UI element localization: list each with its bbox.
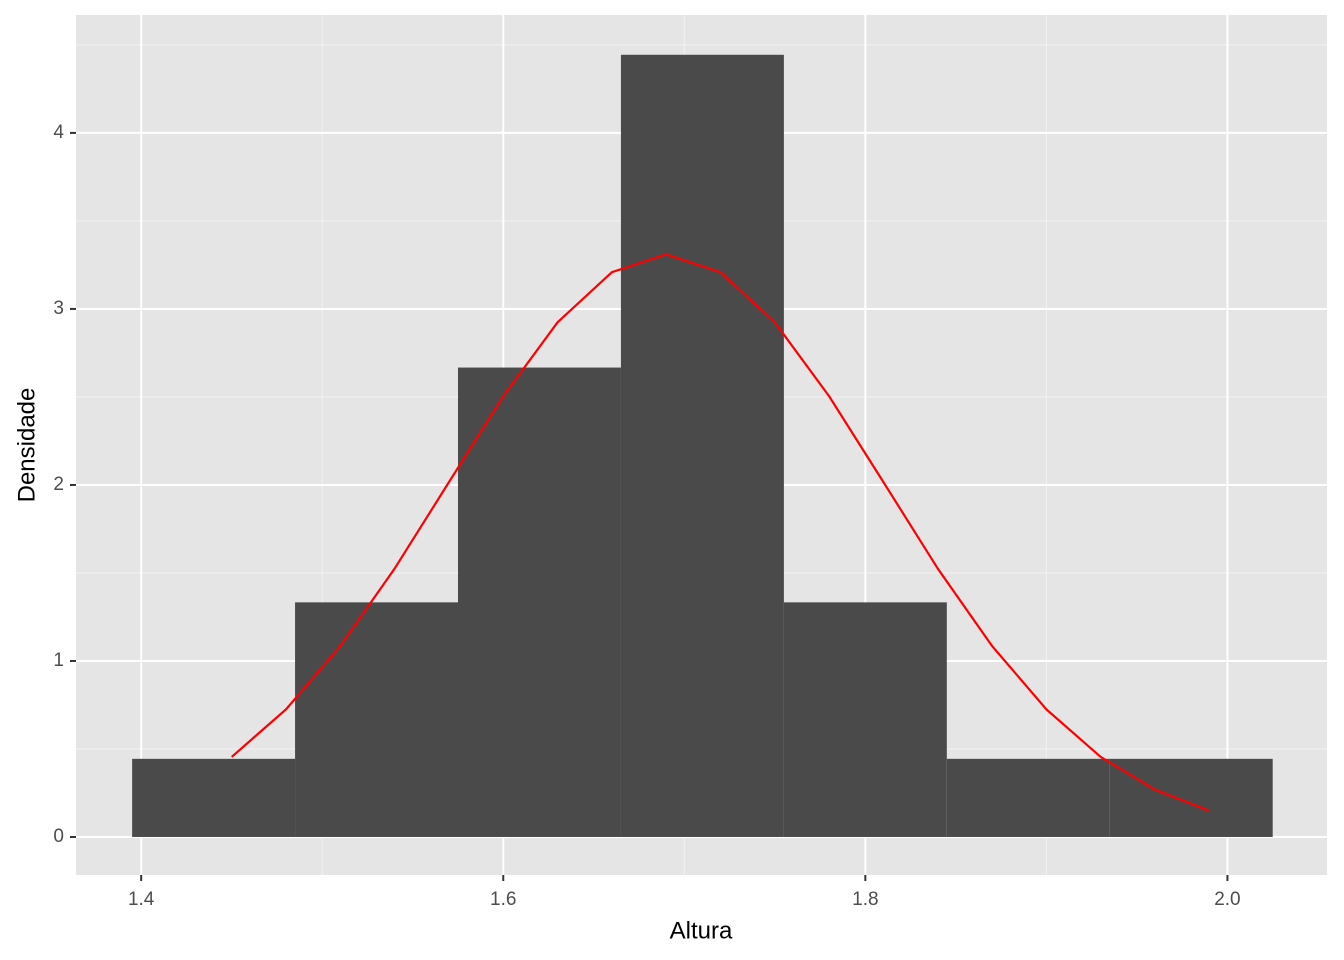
marks [132, 54, 1273, 837]
x-tick-label: 1.6 [490, 889, 516, 910]
y-tick-label: 0 [53, 826, 64, 847]
bar [1109, 758, 1273, 837]
y-tick-label: 3 [53, 298, 64, 319]
bar [295, 602, 458, 837]
x-axis-title: Altura [670, 917, 733, 944]
y-tick-label: 1 [53, 650, 64, 671]
y-tick-label: 2 [53, 474, 64, 495]
y-axis-title: Densidade [13, 388, 40, 503]
axes: 0 1 2 3 4 1.4 1.6 1.8 2.0 [53, 122, 1240, 910]
bar [457, 367, 621, 837]
x-tick-label: 1.4 [128, 889, 155, 910]
x-tick-label: 2.0 [1214, 889, 1240, 910]
y-tick-label: 4 [53, 122, 64, 143]
bar [620, 54, 784, 837]
bar [946, 758, 1110, 837]
bar [783, 602, 947, 837]
density-curve [230, 253, 1210, 812]
bar [132, 758, 296, 837]
x-tick-label: 1.8 [852, 889, 878, 910]
